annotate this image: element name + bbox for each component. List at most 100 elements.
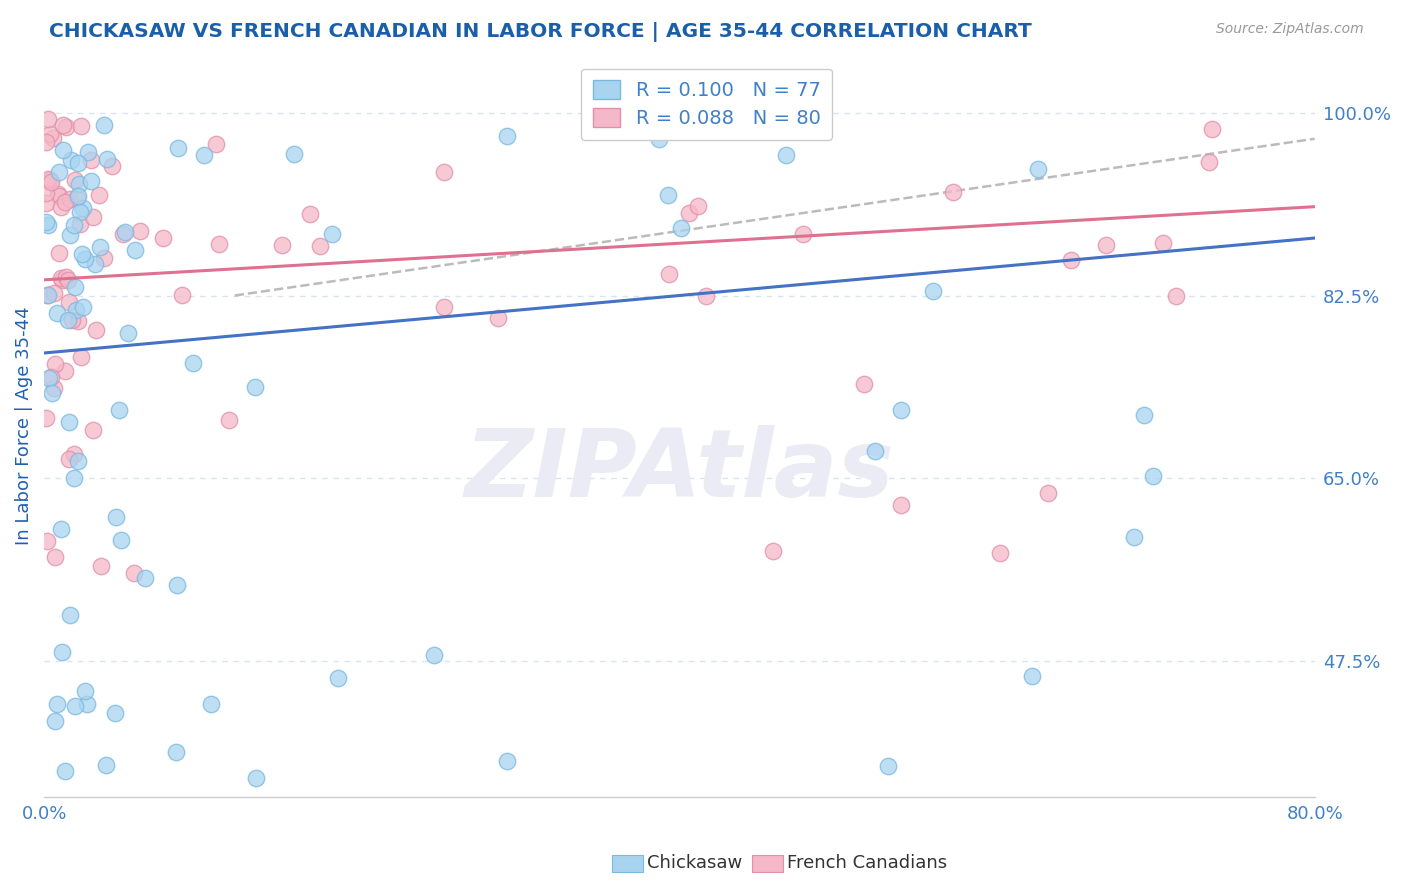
Point (46, 697, 69, 711)
Point (433, 165, 456, 179)
Point (166, 141, 188, 155)
Text: CHICKASAW VS FRENCH CANADIAN IN LABOR FORCE | AGE 35-44 CORRELATION CHART: CHICKASAW VS FRENCH CANADIAN IN LABOR FO… (49, 22, 1032, 42)
Point (877, 759, 900, 773)
Point (55, 364, 77, 378)
Point (46, 186, 69, 201)
Point (34, 215, 56, 229)
Point (942, 185, 965, 199)
Point (69, 217, 91, 231)
Point (1122, 530, 1144, 544)
Point (205, 136, 228, 151)
Point (695, 289, 717, 303)
Point (62, 218, 84, 232)
Point (76, 697, 98, 711)
Text: Chickasaw: Chickasaw (647, 855, 742, 872)
Point (67, 189, 90, 203)
Point (922, 284, 945, 298)
Point (114, 225, 136, 239)
Point (34, 135, 56, 149)
Point (66, 191, 89, 205)
Point (66, 155, 89, 169)
Point (38, 127, 60, 141)
Point (94, 758, 117, 772)
Point (53, 764, 76, 778)
Point (44, 549, 66, 564)
Point (41, 385, 63, 400)
Point (775, 148, 797, 162)
Point (245, 771, 267, 785)
Point (1152, 235, 1174, 250)
Point (66, 454, 89, 468)
Point (104, 706, 127, 720)
Point (70, 247, 93, 261)
Point (65, 303, 87, 318)
Point (1164, 289, 1187, 303)
Point (200, 697, 222, 711)
Point (111, 227, 134, 241)
Point (63, 698, 86, 713)
Point (245, 380, 267, 394)
Point (658, 267, 681, 281)
Point (865, 443, 887, 458)
Point (271, 238, 294, 252)
Point (44, 285, 66, 300)
Point (34, 411, 56, 425)
Point (56, 272, 79, 286)
Point (59, 153, 82, 167)
Point (134, 571, 156, 585)
Point (45, 306, 67, 320)
Point (124, 243, 146, 257)
Point (35, 195, 58, 210)
Point (37, 288, 59, 302)
Point (44, 357, 66, 371)
Point (55, 269, 77, 284)
Point (172, 287, 194, 301)
Text: ZIPAtlas: ZIPAtlas (464, 425, 894, 516)
Point (496, 129, 519, 144)
Point (82, 211, 104, 225)
Point (42, 381, 65, 395)
Point (72, 202, 94, 216)
Point (889, 498, 911, 512)
Point (93, 118, 115, 132)
Point (38, 173, 60, 187)
Point (1132, 408, 1154, 422)
Point (82, 423, 104, 437)
Point (299, 207, 322, 221)
Point (762, 544, 785, 558)
Point (37, 112, 59, 126)
Point (37, 172, 59, 186)
Point (101, 159, 124, 173)
Point (208, 237, 231, 252)
Point (988, 546, 1011, 560)
Point (63, 447, 86, 461)
Point (90, 558, 112, 573)
Point (59, 192, 82, 206)
Point (42, 130, 65, 145)
Point (181, 356, 204, 370)
Point (671, 221, 693, 235)
Y-axis label: In Labor Force | Age 35-44: In Labor Force | Age 35-44 (15, 307, 32, 545)
Point (39, 176, 62, 190)
Point (792, 227, 814, 241)
Point (218, 413, 240, 427)
Point (1036, 486, 1059, 500)
Point (63, 471, 86, 485)
Point (423, 648, 446, 663)
Point (1059, 252, 1081, 267)
Point (70, 119, 93, 133)
Point (67, 177, 90, 191)
Point (678, 206, 700, 220)
Point (599, 107, 621, 121)
Point (58, 415, 80, 429)
Point (84, 322, 107, 336)
Point (1094, 238, 1116, 252)
Point (75, 683, 97, 698)
Point (283, 147, 305, 161)
Point (72, 300, 94, 314)
Point (165, 745, 187, 759)
Point (58, 452, 80, 467)
Point (117, 326, 139, 340)
Point (35, 534, 58, 549)
Point (60, 312, 83, 326)
